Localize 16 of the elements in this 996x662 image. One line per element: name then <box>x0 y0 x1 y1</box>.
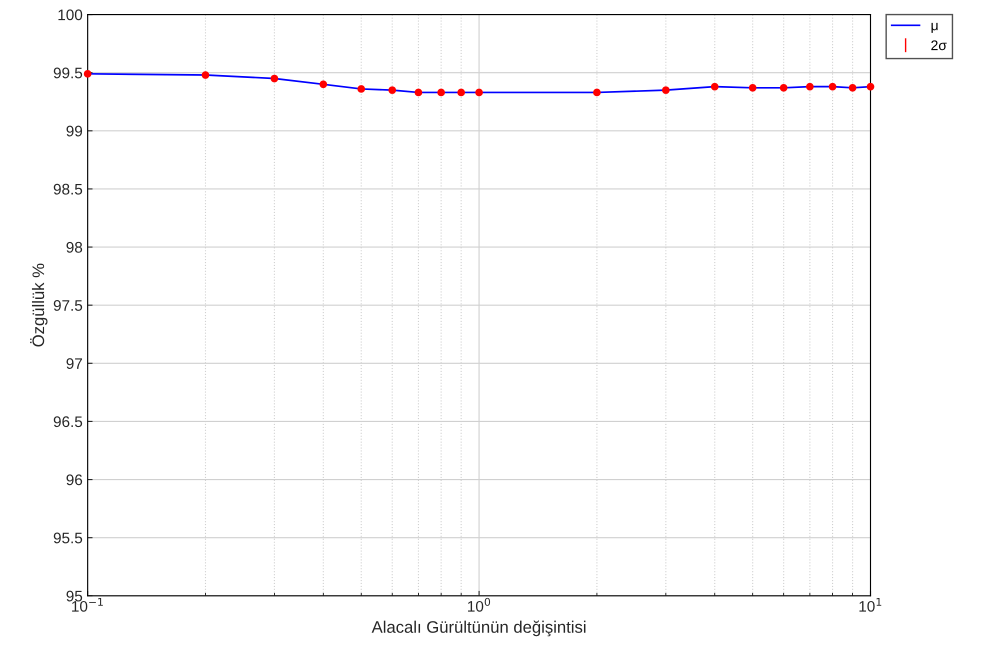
y-axis-title: Özgüllük % <box>30 264 48 347</box>
y-tick-label: 97.5 <box>54 300 82 311</box>
legend-label: μ <box>932 22 938 33</box>
x-tick-label: 10$^{0}$ <box>468 598 490 612</box>
y-tick-label: 96.5 <box>54 416 82 428</box>
y-tick-label: 97 <box>66 358 82 369</box>
x-tick-label: 10$^{1}$ <box>859 598 882 612</box>
y-tick-label: 99 <box>66 126 82 136</box>
y-tick-label: 98 <box>66 242 82 253</box>
y-tick-label: 95.5 <box>54 532 82 544</box>
y-tick-label: 98.5 <box>54 184 82 195</box>
legend-label: 2σ <box>931 40 947 50</box>
y-tick-label: 100 <box>58 9 82 20</box>
y-tick-label: 99.5 <box>54 68 82 78</box>
x-axis-title: Alacalı Gürültünün değişintisi <box>372 620 586 636</box>
y-tick-label: 96 <box>66 474 82 486</box>
